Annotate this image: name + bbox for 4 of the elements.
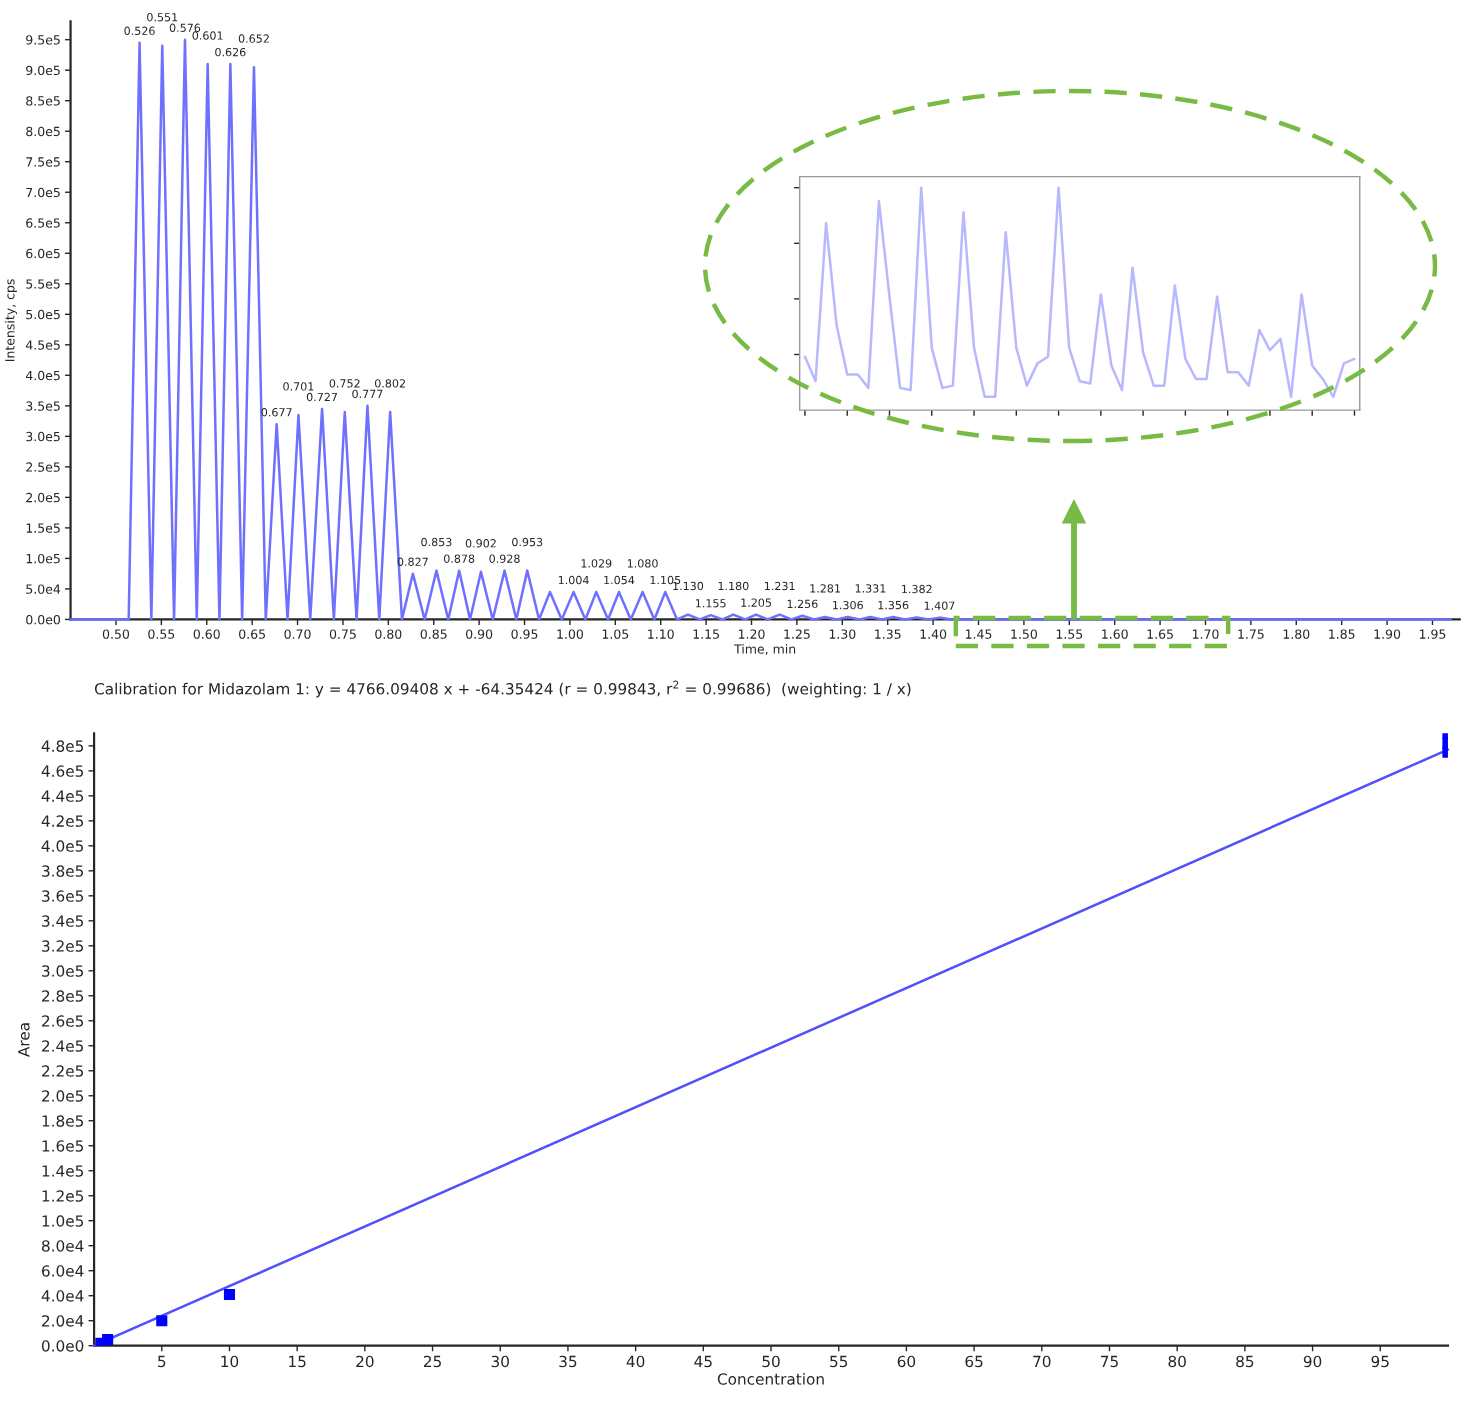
line-series	[69, 38, 1452, 621]
point	[156, 1315, 168, 1327]
point	[223, 1288, 236, 1300]
point	[102, 1333, 114, 1345]
